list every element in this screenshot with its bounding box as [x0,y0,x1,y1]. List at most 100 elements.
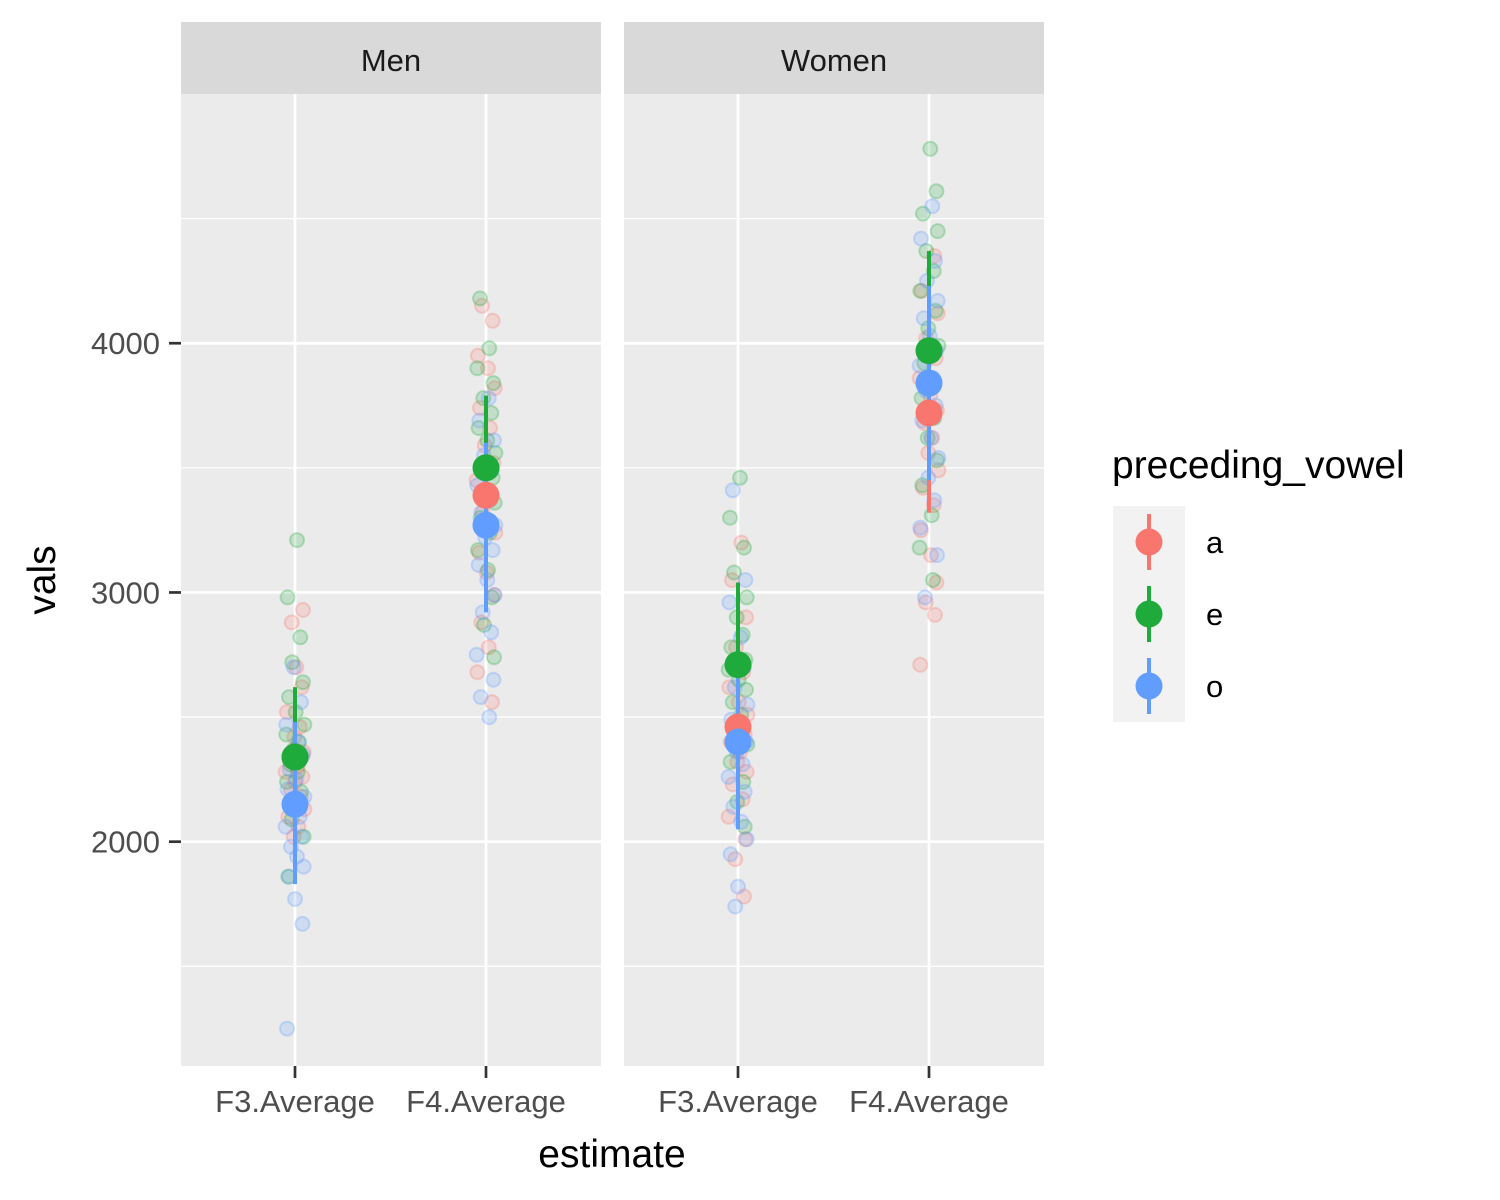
raw-point-a [470,347,486,364]
raw-point-a [930,462,947,479]
raw-point-e [911,539,928,556]
mean-point-e [281,743,309,771]
raw-point-o [485,671,502,688]
raw-point-o [924,198,941,215]
raw-point-o [285,659,302,676]
raw-point-e [922,140,939,157]
mean-point-o [472,511,500,539]
raw-point-a [484,312,501,329]
raw-point-o [737,572,754,588]
y-axis: 2000 3000 4000 [91,326,181,860]
raw-point-e [736,539,752,556]
raw-point-e [925,572,941,588]
y-axis-title: vals [21,545,64,614]
raw-point-o [480,390,497,407]
x-axis: F3.Average F4.Average F3.Average F4.Average [215,1066,1009,1119]
raw-point-o [287,891,303,907]
raw-point-a [295,601,311,618]
raw-point-o [739,696,756,713]
mean-point-a [472,481,500,509]
facet-men: Men [181,22,601,1066]
raw-point-a [480,360,496,377]
raw-point-e [722,509,738,526]
x-tick-label: F4.Average [849,1084,1009,1119]
mean-point-e [472,454,500,482]
raw-point-e [295,674,311,691]
mean-point-a [915,399,943,427]
mean-point-e [724,651,752,679]
raw-point-a [733,534,750,551]
legend-keys: a e o [1135,514,1224,714]
legend-key-point-a [1135,528,1163,556]
legend-key-point-o [1135,672,1163,700]
raw-point-o [727,898,744,915]
raw-point-a [486,380,503,397]
legend-key-point-e [1135,600,1163,628]
raw-point-o [483,624,500,641]
raw-point-a [736,888,752,905]
panel-women [624,94,1044,1066]
summary-women [724,251,943,830]
strip-label-men: Men [361,43,421,78]
raw-point-e [289,532,305,549]
raw-point-o [913,230,929,247]
raw-point-a [737,831,754,848]
raw-point-a [913,522,929,539]
raw-point-a [724,572,740,588]
raw-point-o [732,629,749,646]
raw-point-a [469,664,486,681]
raw-point-a [720,808,737,825]
raw-point-e [472,290,488,307]
mean-point-o [281,790,309,818]
x-tick-label: F4.Average [406,1084,566,1119]
raw-point-e [738,589,755,606]
facet-women: Women [624,22,1044,1066]
raw-point-o [721,594,738,611]
mean-point-o [724,728,752,756]
raw-point-e [726,564,742,581]
raw-point-e [929,223,946,240]
raw-point-o [917,589,933,606]
raw-point-o [724,482,741,499]
raw-point-o [929,292,946,309]
raw-point-o [277,818,294,835]
raw-point-e [485,375,502,392]
mean-point-o [915,369,943,397]
raw-point-o [912,519,929,536]
raw-point-a [474,297,490,314]
raw-point-e [732,469,748,486]
raw-point-e [928,183,945,200]
panel-men [181,94,601,1066]
raw-point-e [284,654,301,671]
raw-point-o [294,915,311,932]
raw-point-e [481,340,498,357]
x-axis-title: estimate [538,1133,685,1176]
summary-men [281,395,500,885]
raw-point-e [296,716,313,733]
x-tick-label: F3.Average [658,1084,818,1119]
raw-point-o [470,557,487,573]
raw-point-e [915,205,931,222]
raw-point-a [927,606,943,623]
raw-point-o [279,1020,295,1037]
raw-point-e [292,629,309,646]
legend: preceding_vowel a e o [1112,444,1405,722]
raw-point-o [481,709,498,726]
legend-label-o: o [1206,669,1223,704]
raw-point-o [278,716,295,733]
mean-point-e [915,337,943,365]
raw-point-a [288,659,305,676]
raw-point-o [929,547,945,564]
y-tick-label: 4000 [91,326,160,361]
raw-point-a [928,574,945,591]
strip-men [181,22,601,94]
raw-point-a [923,547,939,564]
legend-label-e: e [1206,597,1223,632]
legend-label-a: a [1206,525,1224,560]
raw-point-e [486,649,502,666]
strip-women [624,22,1044,94]
raw-point-e [476,616,492,633]
raw-point-o [295,858,312,875]
raw-point-a [283,614,300,631]
